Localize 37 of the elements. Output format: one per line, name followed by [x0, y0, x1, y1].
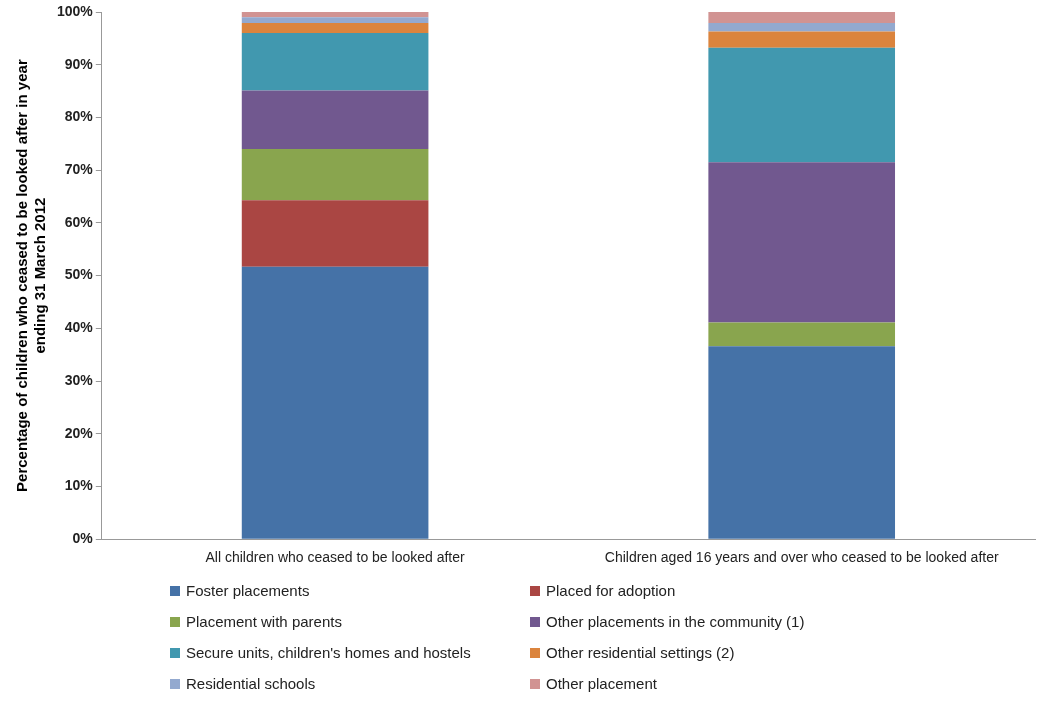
bar: [241, 90, 429, 150]
legend-label: Placed for adoption: [545, 582, 677, 599]
y-tick-label: 30%: [64, 371, 94, 388]
y-tick-label: 40%: [64, 319, 94, 336]
bar: [708, 322, 896, 347]
y-tick-label: 80%: [64, 108, 94, 125]
bar: [708, 23, 896, 32]
legend-label: Residential schools: [185, 675, 317, 692]
y-tick-label: 10%: [64, 477, 94, 494]
bar: [708, 12, 896, 24]
bar: [241, 149, 429, 201]
y-tick-label: 50%: [64, 266, 94, 283]
bar: [241, 23, 429, 34]
legend-label: Other placement: [545, 675, 658, 692]
y-tick-label: 20%: [64, 424, 94, 441]
legend-label: Foster placements: [185, 582, 311, 599]
bar: [708, 31, 896, 48]
x-tick-label: All children who ceased to be looked after: [205, 549, 466, 566]
y-tick-label: 0%: [72, 530, 94, 547]
y-tick-label: 60%: [64, 213, 94, 230]
legend-label: Other placements in the community (1): [545, 613, 806, 630]
y-tick-label: 90%: [64, 55, 94, 72]
y-tick-label: 100%: [56, 2, 94, 19]
bar: [241, 200, 429, 267]
bar: [708, 162, 896, 323]
bar: [708, 346, 896, 539]
bar: [708, 47, 896, 163]
y-tick-label: 70%: [64, 161, 94, 178]
legend-label: Placement with parents: [185, 613, 343, 630]
legend-label: Secure units, children's homes and hostels: [185, 644, 472, 661]
legend-label: Other residential settings (2): [545, 644, 736, 661]
x-tick-label: Children aged 16 years and over who ceased to be looked after: [604, 549, 999, 566]
bar: [241, 17, 429, 24]
bar: [241, 33, 429, 91]
bar: [241, 12, 429, 18]
bar: [241, 266, 429, 539]
y-axis-title: Percentage of children who ceased to be looked after in year ending 31 March 2012: [13, 59, 49, 492]
